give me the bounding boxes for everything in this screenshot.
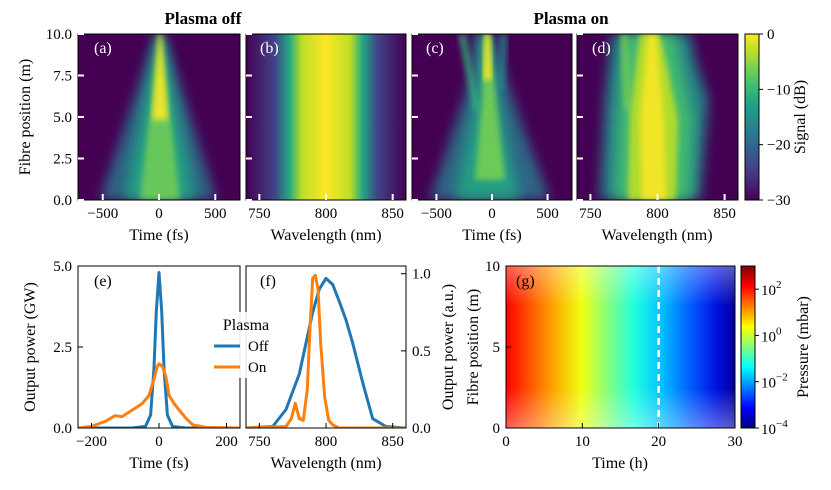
legend: Plasma Off On [208, 312, 286, 378]
panel-g-xtick-label: 0 [502, 434, 510, 450]
panel-g-xtick-label: 30 [728, 434, 743, 450]
pressure-colorbar-gradient [740, 265, 756, 429]
panel-c-xtick-label: −500 [421, 206, 452, 222]
signal-colorbar-tick-label: 0 [767, 27, 775, 43]
pressure-colorbar-tick-label: 10−2 [761, 372, 788, 392]
panel-a-cone-tip [152, 34, 168, 120]
title-plasma-off: Plasma off [165, 9, 242, 28]
panel-a-xtick-label: −500 [87, 206, 118, 222]
panel-f-xtick-label: 800 [315, 434, 338, 450]
panel-c-tip [483, 34, 492, 80]
panel-a-label: (a) [94, 40, 112, 57]
panel-d: 750 800 850 (d) Wavelength (nm) [576, 33, 739, 244]
panel-f-label: (f) [260, 273, 276, 290]
panel-g-ytick-label: 5 [493, 340, 501, 356]
panel-g-ytick-label: 0 [493, 421, 501, 437]
panel-d-xtick-label: 800 [646, 206, 669, 222]
pressure-colorbar: 102 100 10−2 10−4 Pressure (mbar) [740, 265, 812, 438]
panel-e: −200 0 200 0.0 2.5 5.0 (e) Time (fs) Output p… [22, 259, 241, 472]
panel-b-label: (b) [260, 40, 279, 57]
panel-b-xtick-label: 850 [381, 206, 404, 222]
panel-e-ytick-label: 5.0 [53, 259, 72, 275]
signal-colorbar-label: Signal (dB) [792, 80, 809, 154]
panel-a-ytick-label: 7.5 [53, 69, 72, 85]
panel-f-xlabel: Wavelength (nm) [270, 455, 381, 472]
panel-g-xtick-label: 10 [575, 434, 590, 450]
pressure-colorbar-tick-label: 10−4 [761, 418, 788, 438]
panel-e-ytick-label: 2.5 [53, 340, 72, 356]
legend-title: Plasma [223, 317, 269, 334]
panel-f-xtick-label: 850 [381, 434, 404, 450]
panel-c-xlabel: Time (fs) [462, 227, 521, 244]
panel-e-ylabel: Output power (GW) [22, 282, 39, 412]
panel-a-ytick-label: 0.0 [53, 193, 72, 209]
panel-d-band-peak [640, 34, 666, 200]
panel-d-label: (d) [592, 40, 611, 57]
panel-b-spectral-band [246, 34, 406, 200]
panel-a-ytick-label: 2.5 [53, 152, 72, 168]
panel-c-streak-1 [458, 34, 480, 112]
panel-g: 0 10 20 30 0 5 10 (g) Time (h) Fibre position … [465, 259, 743, 472]
panel-a-xtick-label: 0 [155, 206, 163, 222]
panel-g-xtick-label: 20 [651, 434, 666, 450]
panel-f-ytick-label: 0.5 [412, 344, 431, 360]
panel-b-xtick-label: 750 [248, 206, 271, 222]
panel-c-xtick-label: 500 [536, 206, 559, 222]
panel-e-series-off [78, 271, 240, 428]
legend-entry-off: Off [248, 339, 269, 355]
panel-g-xlabel: Time (h) [592, 455, 648, 472]
panel-b: 750 800 850 (b) Wavelength (nm) [245, 33, 407, 244]
signal-colorbar-tick-label: −10 [767, 82, 790, 98]
signal-colorbar-gradient [744, 33, 760, 201]
panel-g-top-edge-shade [506, 266, 735, 306]
legend-entry-on: On [248, 360, 267, 376]
panel-c-streak-2 [498, 34, 508, 90]
panel-f-ytick-label: 0.0 [412, 421, 431, 437]
panel-a-ylabel: Fibre position (m) [17, 59, 34, 175]
panel-c: −500 0 500 (c) Time (fs) [411, 33, 573, 244]
panel-c-xtick-label: 0 [488, 206, 496, 222]
panel-g-label: (g) [516, 273, 535, 290]
panel-f-series-on [246, 273, 406, 428]
panel-a: −500 0 500 0.0 2.5 5.0 7.5 10.0 (a) Time (fs) F… [17, 27, 241, 244]
panel-a-ytick-label: 10.0 [46, 27, 72, 43]
title-plasma-on: Plasma on [533, 9, 609, 28]
panel-f-ytick-label: 1.0 [412, 267, 431, 283]
panel-e-xtick-label: −200 [76, 434, 107, 450]
panel-d-xtick-label: 850 [713, 206, 736, 222]
panel-c-cone-core [475, 34, 505, 180]
panel-g-ylabel: Fibre position (m) [465, 289, 482, 405]
pressure-colorbar-tick-label: 100 [761, 325, 782, 345]
signal-colorbar: 0 −10 −20 −30 Signal (dB) [744, 27, 809, 209]
pressure-colorbar-tick-label: 102 [761, 279, 782, 299]
panel-b-xtick-label: 800 [315, 206, 338, 222]
panel-a-xlabel: Time (fs) [129, 227, 188, 244]
panel-e-label: (e) [94, 273, 112, 290]
panel-e-series-on [78, 362, 240, 428]
panel-b-xlabel: Wavelength (nm) [270, 227, 381, 244]
panel-g-ytick-label: 10 [485, 259, 500, 275]
panel-d-xtick-label: 750 [579, 206, 602, 222]
panel-c-label: (c) [426, 40, 444, 57]
panel-e-xtick-label: 200 [215, 434, 238, 450]
signal-colorbar-tick-label: −20 [767, 138, 790, 154]
panel-d-xlabel: Wavelength (nm) [601, 227, 712, 244]
panel-f-xtick-label: 750 [248, 434, 271, 450]
signal-colorbar-tick-label: −30 [767, 193, 790, 209]
panel-f-series-off [246, 276, 406, 428]
panel-a-xtick-label: 500 [204, 206, 227, 222]
panel-d-streak [620, 34, 632, 110]
panel-a-ytick-label: 5.0 [53, 110, 72, 126]
pressure-colorbar-label: Pressure (mbar) [795, 296, 812, 398]
panel-g-bottom-edge-shade [506, 388, 735, 428]
panel-f-ylabel: Output power (a.u.) [440, 284, 457, 410]
panel-e-ytick-label: 0.0 [53, 421, 72, 437]
panel-e-xtick-label: 0 [155, 434, 163, 450]
panel-e-xlabel: Time (fs) [129, 455, 188, 472]
